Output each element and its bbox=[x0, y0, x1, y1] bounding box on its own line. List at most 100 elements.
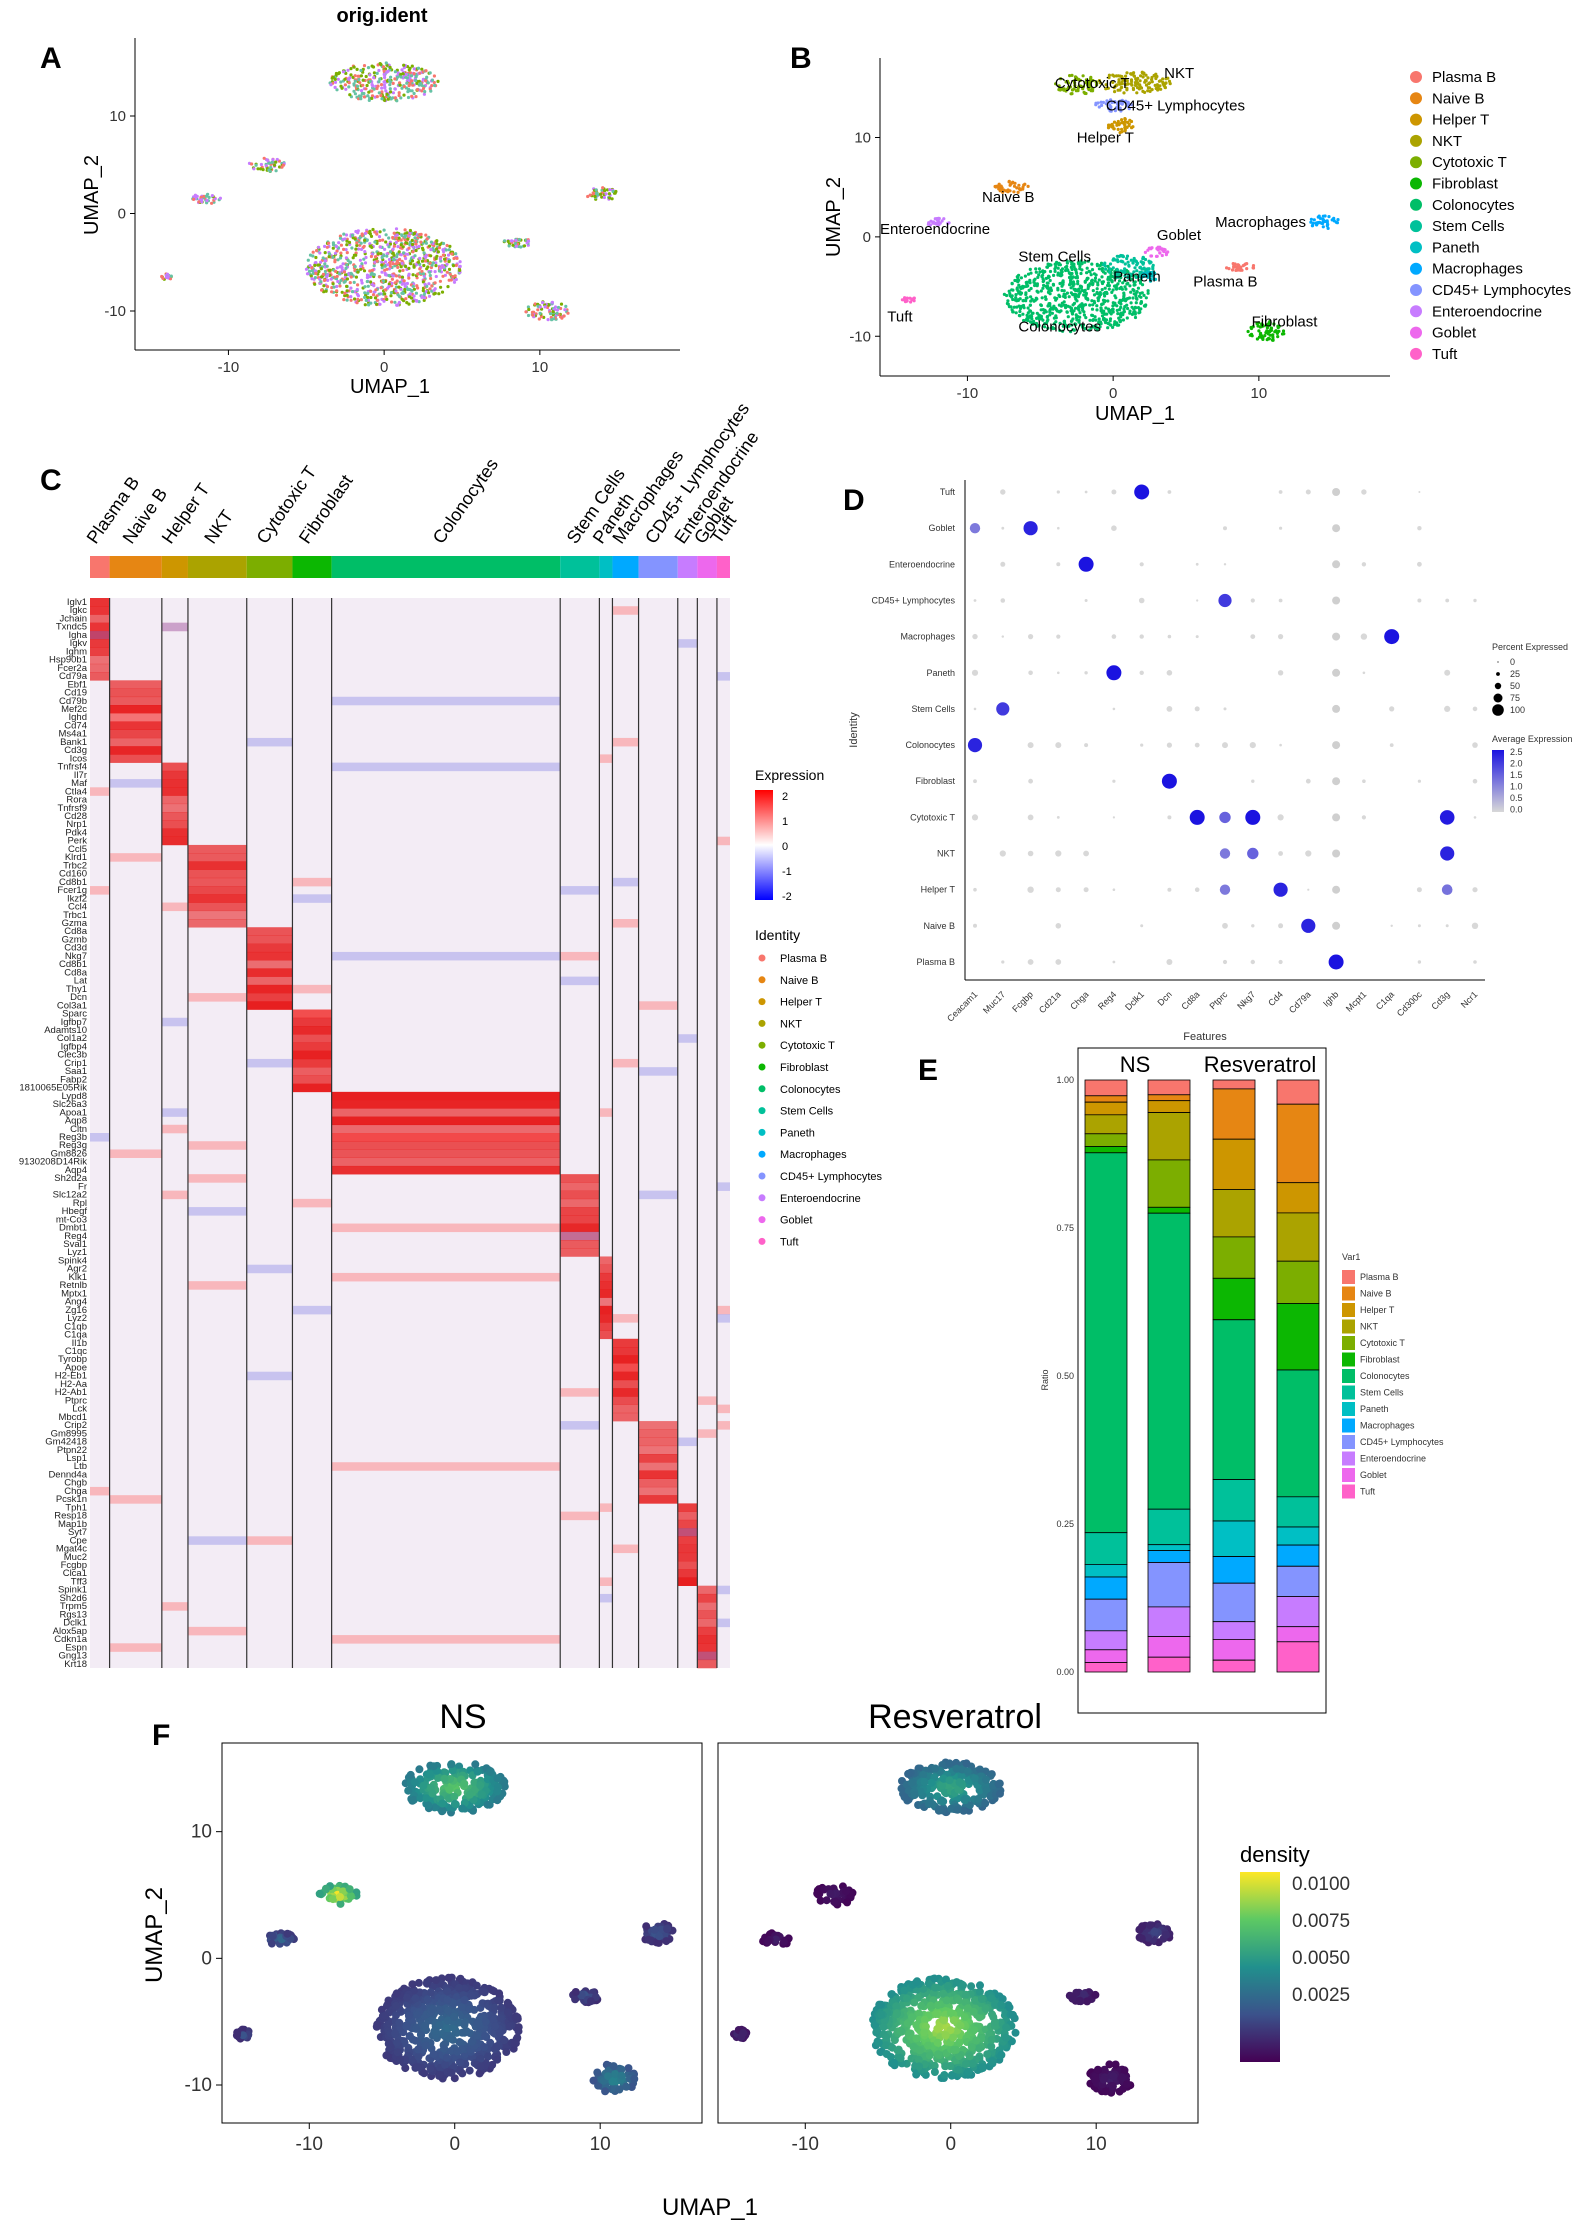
panel-b-point bbox=[1112, 257, 1116, 261]
panel-b-point bbox=[1122, 310, 1126, 314]
panel-b-point bbox=[1098, 263, 1102, 268]
panel-a-point bbox=[422, 263, 426, 268]
panel-c-shared-cell bbox=[109, 713, 162, 722]
panel-f-point bbox=[471, 1760, 480, 1769]
panel-c-shared-cell bbox=[716, 1305, 730, 1315]
panel-b-cluster-label: Plasma B bbox=[1193, 274, 1257, 291]
panel-b-point bbox=[1138, 79, 1142, 83]
panel-b-point bbox=[1097, 317, 1101, 321]
panel-f-point bbox=[439, 2044, 448, 2053]
panel-a-point bbox=[365, 275, 369, 280]
panel-b-legend-label: Naive B bbox=[1432, 90, 1485, 107]
panel-b-point bbox=[1007, 179, 1011, 183]
panel-a-point bbox=[378, 238, 382, 243]
panel-f-point bbox=[346, 1892, 355, 1900]
panel-c-shared-cell bbox=[697, 1396, 717, 1405]
panel-d-dot bbox=[1332, 560, 1341, 569]
panel-b-point bbox=[1008, 294, 1012, 298]
panel-a-point bbox=[364, 74, 368, 79]
panel-b-point bbox=[1158, 251, 1162, 255]
panel-a-point bbox=[385, 267, 389, 271]
panel-d-dot bbox=[1417, 779, 1421, 783]
panel-b-point bbox=[1134, 301, 1138, 305]
panel-b-point bbox=[1164, 253, 1168, 257]
panel-c-marker-cell bbox=[560, 1248, 600, 1257]
panel-d-color-gradient bbox=[1492, 750, 1504, 812]
panel-a-point bbox=[334, 244, 339, 249]
panel-c-scale-label: 1 bbox=[782, 816, 788, 828]
panel-a-point bbox=[566, 311, 570, 315]
panel-a-point bbox=[380, 86, 384, 90]
panel-c-marker-cell bbox=[292, 1034, 332, 1043]
panel-d-color-title: Average Expression bbox=[1492, 734, 1572, 744]
panel-b-point bbox=[1120, 77, 1125, 81]
panel-a-point bbox=[441, 253, 445, 257]
panel-d-dot bbox=[1028, 670, 1033, 676]
panel-d-dot bbox=[1028, 634, 1034, 640]
panel-b-point bbox=[1146, 76, 1150, 80]
panel-d-dot bbox=[1332, 524, 1341, 533]
panel-a-point bbox=[399, 75, 403, 79]
panel-a-point bbox=[356, 229, 360, 233]
panel-a-point bbox=[396, 245, 400, 249]
panel-b-point bbox=[1146, 289, 1150, 293]
panel-a-point bbox=[274, 160, 278, 164]
panel-a-point bbox=[410, 238, 414, 242]
panel-a-point bbox=[391, 274, 395, 278]
panel-b-point bbox=[1017, 183, 1021, 187]
panel-f-point bbox=[494, 2041, 503, 2050]
panel-b-point bbox=[1062, 87, 1066, 91]
panel-a-point bbox=[454, 263, 458, 267]
panel-a-point bbox=[311, 254, 315, 258]
panel-c-marker-cell bbox=[677, 1503, 698, 1512]
panel-a-point bbox=[415, 299, 419, 303]
panel-d-color-label: 1.0 bbox=[1510, 782, 1523, 792]
panel-a-point bbox=[399, 72, 403, 76]
panel-a-point bbox=[531, 313, 535, 317]
panel-d-dot bbox=[1167, 634, 1172, 639]
panel-d-dot bbox=[973, 887, 977, 892]
panel-a-point bbox=[390, 300, 394, 304]
panel-a-point bbox=[447, 260, 451, 264]
panel-b-point bbox=[1074, 289, 1078, 293]
panel-c-marker-cell bbox=[677, 1536, 698, 1545]
panel-f-point bbox=[493, 1796, 502, 1805]
panel-a-point bbox=[359, 97, 363, 101]
panel-b-point bbox=[1093, 276, 1098, 280]
panel-f-point bbox=[445, 1785, 454, 1794]
panel-f-point bbox=[421, 2021, 430, 2030]
panel-c-marker-cell bbox=[612, 1388, 639, 1397]
panel-a-point bbox=[420, 89, 424, 93]
panel-b-point bbox=[1121, 281, 1125, 285]
panel-a-point bbox=[368, 79, 372, 83]
panel-e-bar-segment bbox=[1212, 1319, 1256, 1481]
panel-b-point bbox=[1116, 312, 1120, 316]
panel-a-point bbox=[384, 61, 388, 65]
panel-b-point bbox=[1154, 76, 1158, 80]
panel-f-point bbox=[336, 1899, 345, 1908]
panel-c-marker-cell bbox=[292, 1042, 332, 1051]
panel-c-marker-cell bbox=[161, 820, 188, 829]
panel-b-point bbox=[1089, 326, 1093, 330]
panel-a-point bbox=[356, 74, 360, 78]
panel-b-point bbox=[1132, 280, 1136, 284]
panel-d-dot bbox=[1472, 778, 1478, 784]
panel-a-point bbox=[600, 195, 604, 199]
panel-c-shared-cell bbox=[599, 1503, 613, 1512]
panel-c-marker-cell bbox=[560, 1174, 600, 1183]
panel-a-point bbox=[398, 295, 402, 299]
panel-d-dot bbox=[1389, 743, 1394, 747]
panel-b-point bbox=[1129, 103, 1133, 107]
panel-letter-b: B bbox=[790, 42, 812, 75]
panel-b-point bbox=[1137, 311, 1141, 315]
panel-b-point bbox=[1084, 291, 1088, 295]
panel-c-marker-cell bbox=[187, 902, 247, 912]
panel-a-point bbox=[446, 253, 451, 257]
panel-a-point bbox=[398, 269, 402, 273]
panel-a-point bbox=[281, 163, 285, 167]
panel-e-ytick-label: 0.50 bbox=[1056, 1371, 1074, 1381]
panel-b-point bbox=[1111, 325, 1115, 329]
panel-e-bar-segment bbox=[1212, 1277, 1256, 1321]
panel-c-marker-cell bbox=[697, 1643, 717, 1652]
